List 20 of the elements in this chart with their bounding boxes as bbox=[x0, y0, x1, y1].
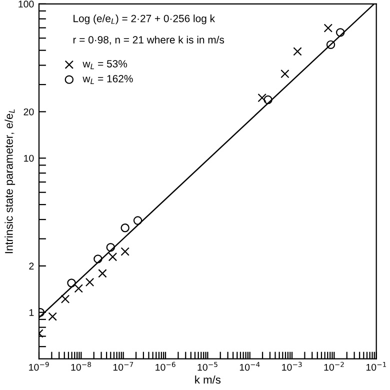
y-tick-label: 10 bbox=[24, 154, 34, 162]
x-tick-label: 10$^{−3}$ bbox=[282, 362, 302, 371]
x-tick-label: 10$^{−5}$ bbox=[198, 362, 218, 371]
x-tick-label: 10$^{−8}$ bbox=[71, 362, 91, 371]
x-tick-label: 10$^{−2}$ bbox=[324, 362, 344, 371]
legend-label: w$_{L}$ = 53% bbox=[82, 60, 128, 70]
x-tick-label: 10$^{−4}$ bbox=[240, 362, 260, 371]
x-tick-label: 10$^{−7}$ bbox=[113, 362, 134, 371]
x-axis-title: k m/s bbox=[195, 376, 221, 384]
y-tick-label: 100 bbox=[18, 0, 34, 8]
y-tick-label: 1 bbox=[29, 309, 34, 316]
legend-label: w$_{L}$ = 162% bbox=[82, 75, 133, 84]
y-tick-label: 20 bbox=[24, 108, 34, 116]
x-tick-label: 10$^{−1}$ bbox=[366, 362, 386, 371]
annotation: Log (e/e$_{L}$) = 2·27 + 0·256 log k bbox=[74, 14, 216, 24]
x-tick-label: 10$^{−9}$ bbox=[29, 362, 49, 371]
x-tick-label: 10$^{−6}$ bbox=[156, 362, 176, 371]
y-tick-label: 2 bbox=[29, 262, 34, 270]
y-axis-title: Intrinsic state parameter, e/e$_{L}$ bbox=[4, 109, 16, 254]
annotation: r = 0·98, n = 21 where k is in m/s bbox=[73, 36, 224, 45]
